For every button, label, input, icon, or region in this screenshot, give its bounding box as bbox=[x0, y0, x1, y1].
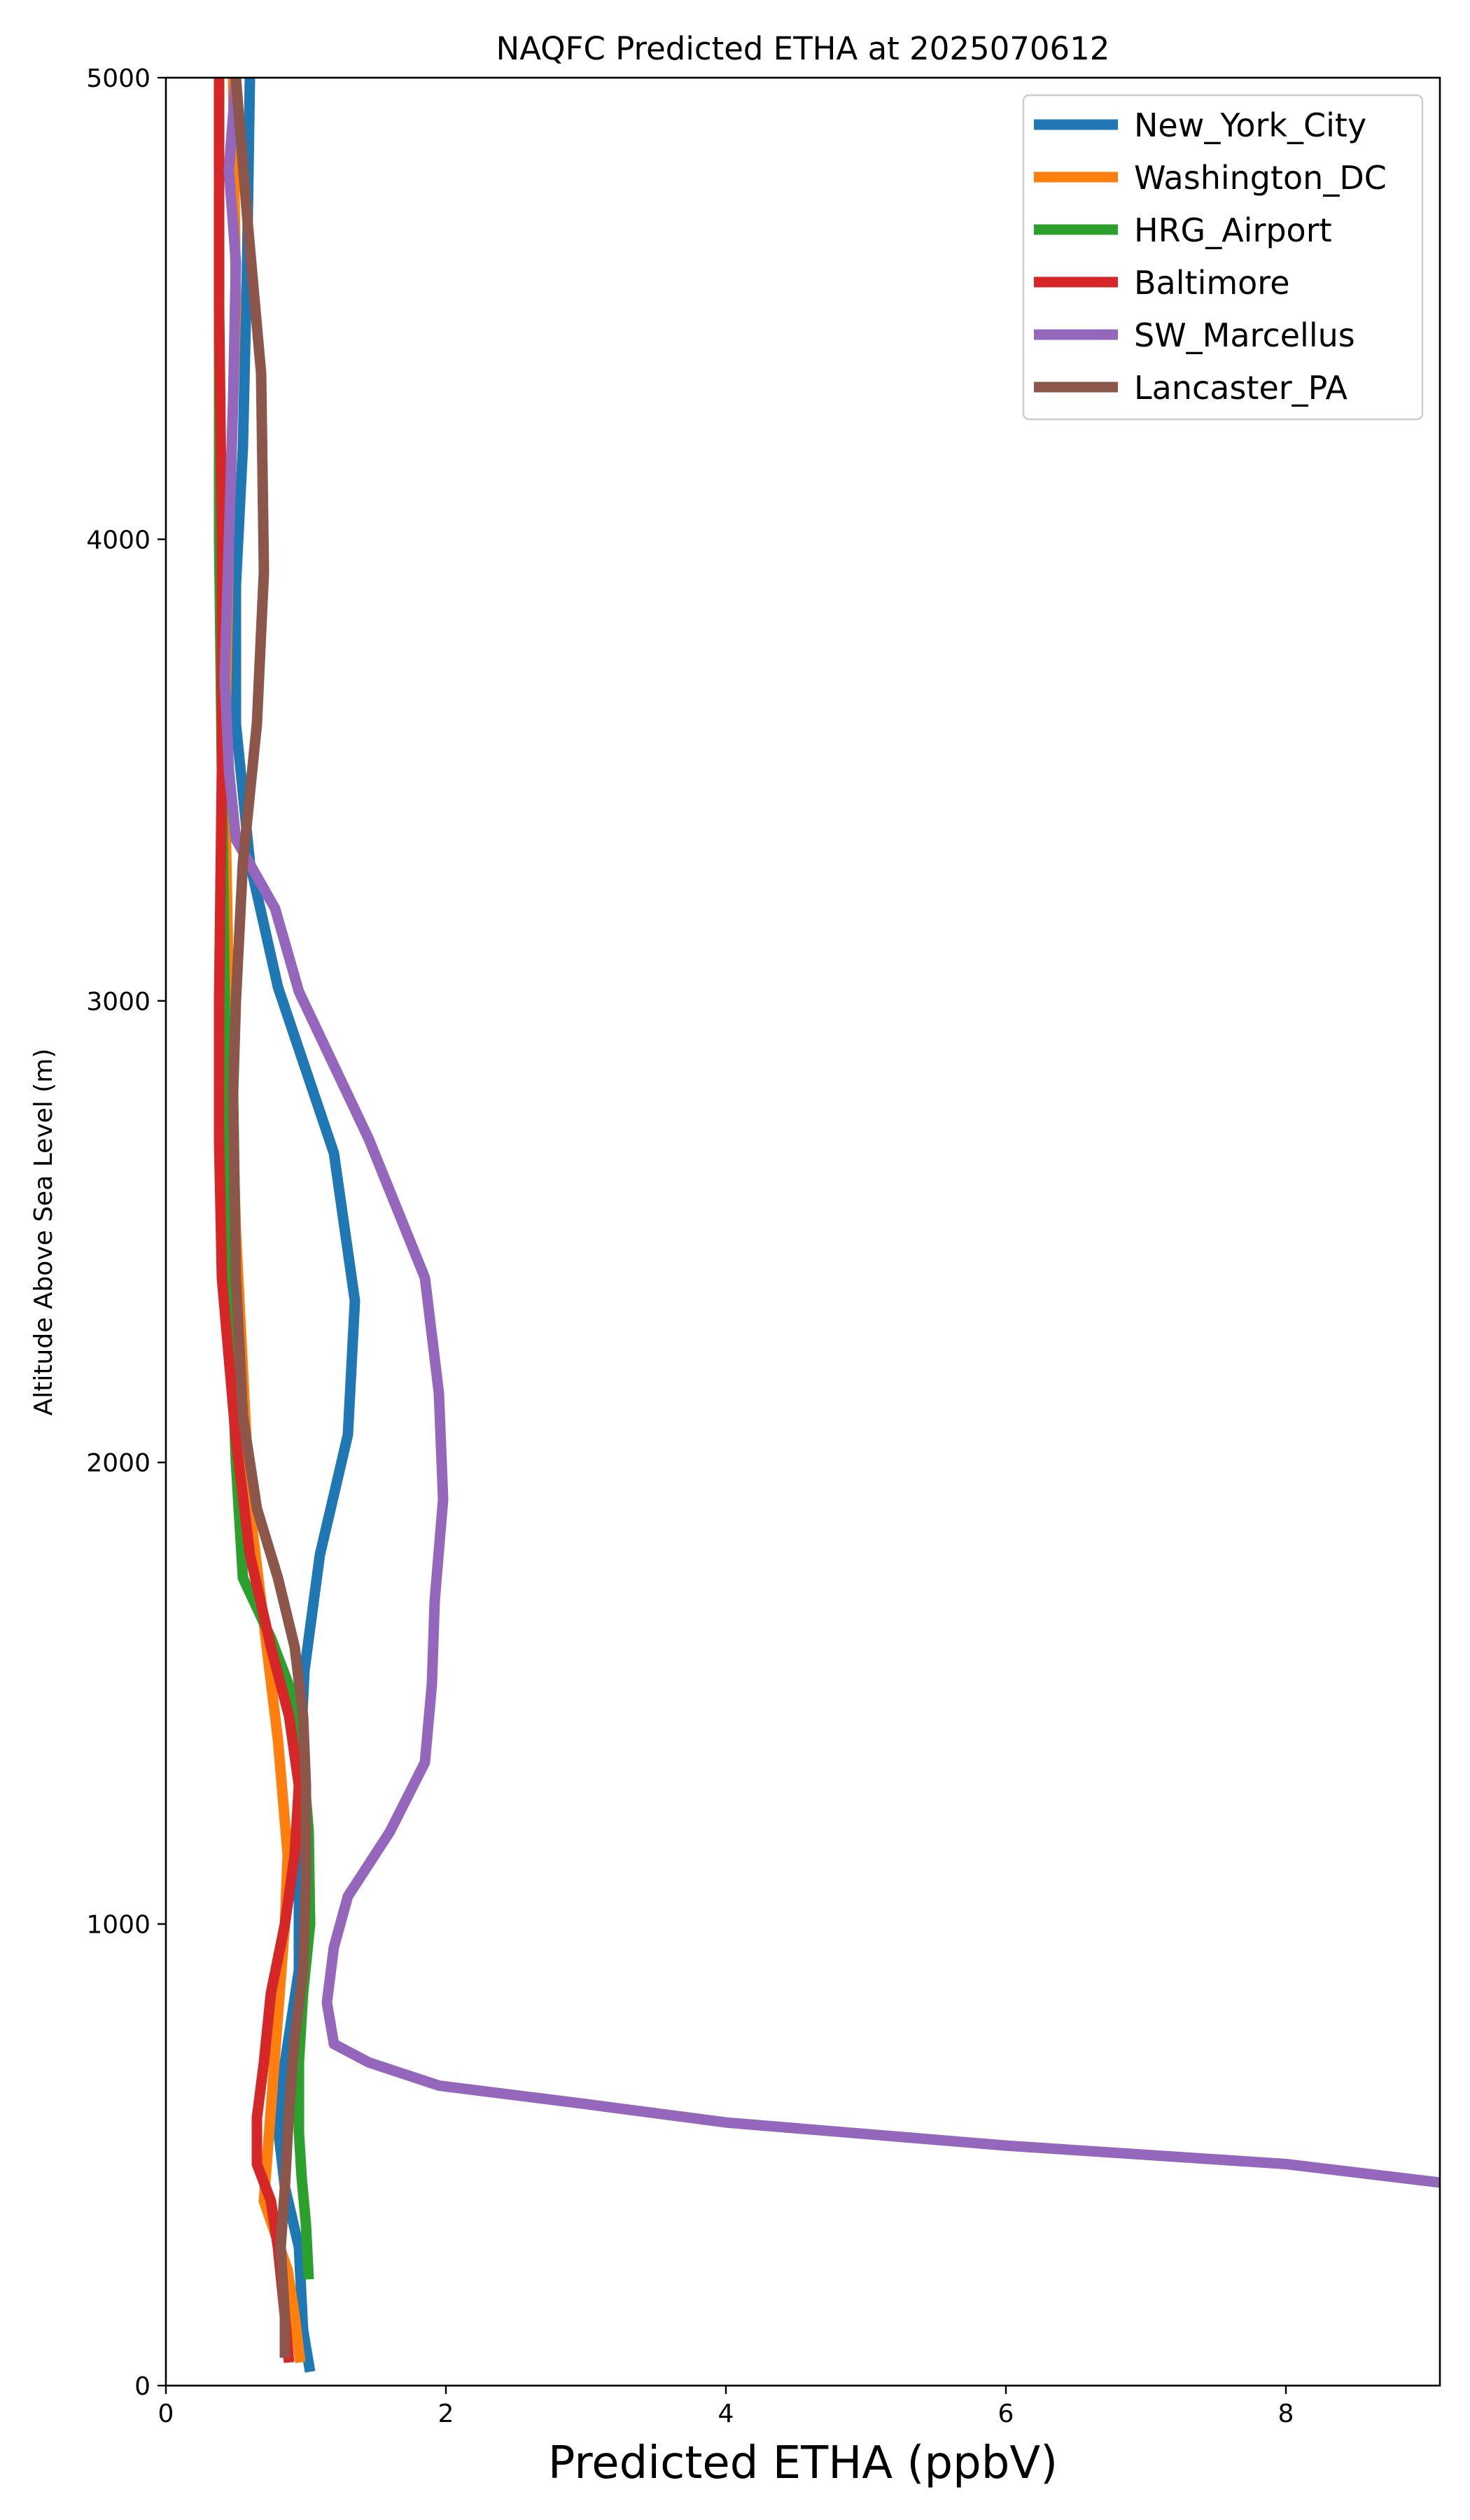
y-tick-label: 5000 bbox=[86, 64, 150, 93]
x-tick-label: 6 bbox=[998, 2400, 1014, 2428]
x-tick-label: 8 bbox=[1278, 2400, 1294, 2428]
x-tick-label: 2 bbox=[438, 2400, 454, 2428]
y-axis-ticks: 0 1000 2000 3000 4000 5000 bbox=[86, 64, 166, 2401]
chart-title: NAQFC Predicted ETHA at 2025070612 bbox=[496, 30, 1110, 67]
y-tick-label: 4000 bbox=[86, 526, 150, 554]
plot-frame bbox=[164, 76, 1441, 2387]
series-line-baltimore bbox=[214, 78, 304, 2363]
y-axis-label: Altitude Above Sea Level (m) bbox=[29, 1049, 58, 1416]
x-tick-label: 4 bbox=[718, 2400, 734, 2428]
legend-label-washington-dc: Washington_DC bbox=[1134, 159, 1387, 197]
y-tick-label: 2000 bbox=[86, 1449, 150, 1478]
legend-label-new-york-city: New_York_City bbox=[1134, 106, 1366, 144]
legend-label-lancaster-pa: Lancaster_PA bbox=[1134, 369, 1348, 407]
x-axis-ticks: 0 2 4 6 8 bbox=[158, 2386, 1294, 2428]
series-lines bbox=[214, 78, 1440, 2373]
x-tick-label: 0 bbox=[158, 2400, 174, 2428]
legend: New_York_City Washington_DC HRG_Airport Bal… bbox=[1022, 94, 1424, 421]
y-tick-label: 3000 bbox=[86, 988, 150, 1016]
legend-label-sw-marcellus: SW_Marcellus bbox=[1134, 316, 1355, 354]
y-tick-label: 0 bbox=[134, 2372, 150, 2401]
legend-box bbox=[1022, 94, 1424, 421]
y-tick-label: 1000 bbox=[86, 1911, 150, 1940]
series-line-sw-marcellus bbox=[219, 78, 1440, 2188]
series-line-lancaster-pa bbox=[227, 78, 312, 2358]
legend-label-hrg-airport: HRG_Airport bbox=[1134, 211, 1332, 249]
x-axis-label: Predicted ETHA (ppbV) bbox=[548, 2437, 1058, 2489]
legend-label-baltimore: Baltimore bbox=[1134, 264, 1290, 302]
